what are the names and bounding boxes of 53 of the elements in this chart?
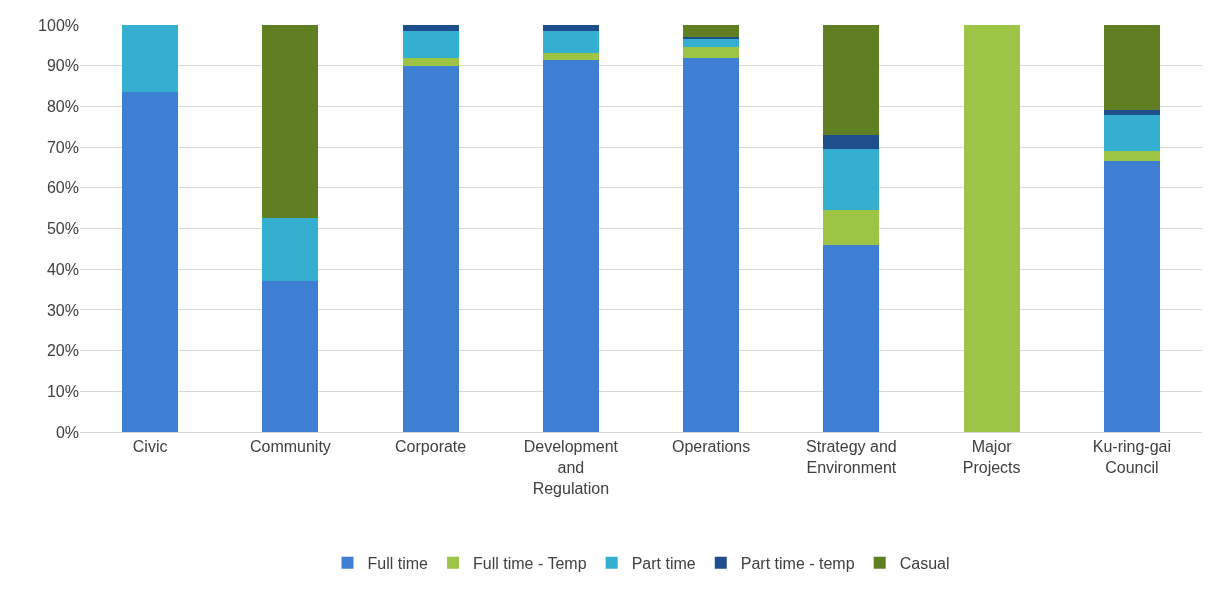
bar — [683, 37, 740, 40]
x-tick-label: Ku-ring-gai Council — [1092, 438, 1172, 476]
x-tick-label: Strategy and Environment — [806, 438, 897, 476]
bar — [823, 210, 880, 245]
bar — [683, 57, 740, 432]
bar — [1103, 161, 1160, 432]
y-tick-label: 100% — [38, 16, 79, 34]
bar — [823, 244, 880, 432]
bar — [262, 25, 319, 219]
bar — [122, 92, 179, 432]
bar — [1103, 110, 1160, 115]
x-tick-label: Civic — [132, 438, 168, 456]
bar — [542, 25, 599, 32]
legend-label: Casual — [899, 555, 950, 573]
y-tick-label: 80% — [46, 98, 79, 115]
y-tick-label: 10% — [46, 382, 79, 400]
y-tick-label: 60% — [46, 179, 79, 197]
bar — [402, 31, 459, 58]
legend-label: Full time - Temp — [473, 555, 587, 573]
legend-label: Full time — [367, 555, 429, 573]
y-tick-label: 40% — [46, 260, 79, 278]
bar — [542, 31, 599, 54]
x-tick-label: Major Projects — [962, 438, 1021, 476]
bar — [823, 134, 880, 150]
bar — [683, 25, 740, 38]
bar — [402, 25, 459, 32]
bar — [262, 281, 319, 432]
bar — [402, 57, 459, 66]
bar — [963, 25, 1020, 432]
bar — [1103, 25, 1160, 111]
x-tick-label: Community — [249, 438, 331, 456]
bar — [122, 25, 179, 93]
y-tick-label: 90% — [46, 57, 79, 75]
bar — [683, 39, 740, 48]
y-tick-label: 70% — [46, 138, 79, 156]
bar — [262, 218, 319, 282]
bar — [542, 53, 599, 60]
bar — [542, 59, 599, 432]
bar — [1103, 151, 1160, 162]
y-tick-label: 50% — [46, 220, 79, 238]
bar — [683, 47, 740, 58]
legend-label: Part time — [631, 555, 696, 573]
bar — [823, 149, 880, 211]
y-tick-label: 0% — [55, 423, 79, 441]
y-tick-label: 20% — [46, 342, 79, 360]
y-tick-label: 30% — [46, 301, 79, 319]
legend-label: Part time - temp — [740, 555, 855, 573]
bar — [823, 25, 880, 135]
bar — [1103, 114, 1160, 152]
x-tick-label: Corporate — [395, 438, 467, 456]
x-tick-label: Operations — [672, 438, 751, 456]
bar — [402, 65, 459, 432]
x-tick-label: Development and Regulation — [523, 438, 619, 497]
